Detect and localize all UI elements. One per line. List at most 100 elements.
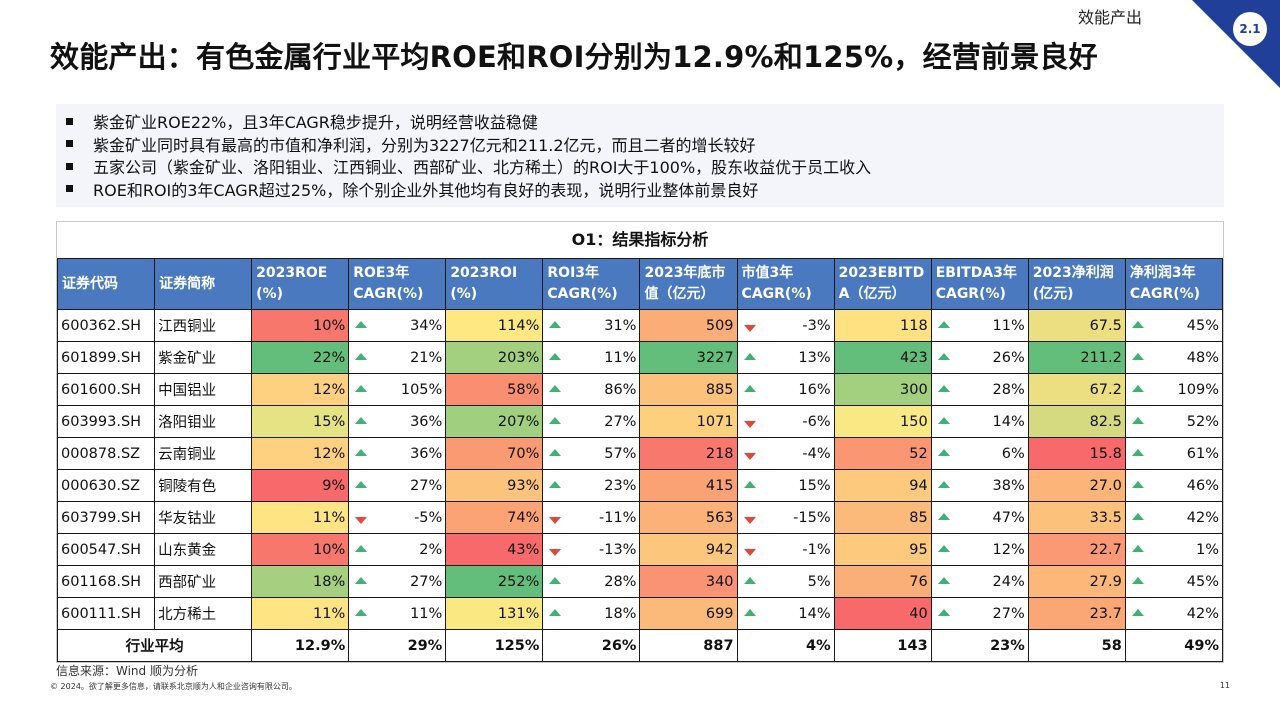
cagr-value: 109%: [1177, 381, 1219, 398]
table-row: 601600.SH 中国铝业 12% 105% 58% 86% 885 16% 300 28% 67…: [56, 373, 1224, 406]
triangle-up-icon: [937, 608, 950, 616]
cagr-value: 21%: [410, 349, 443, 366]
cagr-value: 11%: [604, 349, 637, 366]
cagr-value: 28%: [992, 381, 1025, 398]
table-row: 603993.SH 洛阳钼业 15% 36% 207% 27% 1071 -6% 150 14% 8…: [56, 405, 1224, 438]
ebitda-value-cell: 52: [833, 437, 932, 470]
triangle-up-icon: [549, 480, 562, 488]
security-code-cell: 601168.SH: [56, 565, 156, 598]
np-value-cell: 33.5: [1027, 501, 1126, 534]
mcap-cagr-cell: 14%: [736, 597, 835, 630]
average-label: 行业平均: [56, 629, 253, 662]
triangle-up-icon: [355, 608, 368, 616]
ebitda-cagr-cell: 6%: [930, 437, 1029, 470]
roi-cagr-cell: -11%: [542, 501, 641, 534]
np-value-cell: 67.5: [1027, 309, 1126, 342]
roe-cagr-cell: -5%: [348, 501, 447, 534]
triangle-up-icon: [355, 480, 368, 488]
triangle-up-icon: [355, 448, 368, 456]
column-header: 证券简称: [154, 258, 253, 310]
roi-cagr-cell: 86%: [542, 373, 641, 406]
ebitda-cagr-cell: 11%: [930, 309, 1029, 342]
table-row: 600362.SH 江西铜业 10% 34% 114% 31% 509 -3% 118 11% 67…: [56, 309, 1224, 342]
ebitda-cagr-cell: 14%: [930, 405, 1029, 438]
security-name-cell: 华友钴业: [154, 501, 253, 534]
ebitda-value-cell: 300: [833, 373, 932, 406]
triangle-up-icon: [743, 608, 756, 616]
bullet-text: 五家公司（紫金矿业、洛阳钼业、江西铜业、西部矿业、北方稀土）的ROI大于100%…: [93, 158, 872, 178]
bullet-square-icon: [66, 185, 73, 193]
mcap-value-cell: 340: [639, 565, 738, 598]
mcap-cagr-cell: -1%: [736, 533, 835, 566]
ebitda-cagr-cell: 47%: [930, 501, 1029, 534]
triangle-up-icon: [549, 384, 562, 392]
bullet-square-icon: [66, 162, 73, 170]
roi-cagr-cell: 23%: [542, 469, 641, 502]
np-cagr-cell: 48%: [1124, 341, 1224, 374]
cagr-value: 31%: [604, 317, 637, 334]
security-code-cell: 000630.SZ: [56, 469, 156, 502]
triangle-down-icon: [743, 324, 756, 332]
np-cagr-cell: 42%: [1124, 597, 1224, 630]
average-ebitda-cagr-cell: 23%: [930, 629, 1029, 662]
cagr-value: 36%: [410, 445, 443, 462]
triangle-up-icon: [1131, 480, 1144, 488]
table-title: O1：结果指标分析: [571, 230, 709, 249]
triangle-down-icon: [743, 420, 756, 428]
average-mcap-cell: 887: [639, 629, 738, 662]
cagr-value: 57%: [604, 445, 637, 462]
column-header: EBITDA3年 CAGR(%): [930, 258, 1029, 310]
average-np-cagr-cell: 49%: [1124, 629, 1224, 662]
roi-value-cell: 70%: [445, 437, 544, 470]
roe-value-cell: 11%: [251, 501, 350, 534]
mcap-cagr-cell: -6%: [736, 405, 835, 438]
cagr-value: 27%: [410, 573, 443, 590]
security-code-cell: 600111.SH: [56, 597, 156, 630]
column-header: ROE3年 CAGR(%): [348, 258, 447, 310]
triangle-down-icon: [743, 516, 756, 524]
average-roe-cell: 12.9%: [251, 629, 350, 662]
mcap-cagr-cell: -15%: [736, 501, 835, 534]
roe-cagr-cell: 2%: [348, 533, 447, 566]
roe-cagr-cell: 11%: [348, 597, 447, 630]
cagr-value: -5%: [414, 509, 443, 526]
cagr-value: 47%: [992, 509, 1025, 526]
roi-cagr-cell: 18%: [542, 597, 641, 630]
metrics-table: 证券代码 证券简称 2023ROE (%) ROE3年 CAGR(%) 2023ROI …: [56, 258, 1224, 662]
bullet-text: 紫金矿业同时具有最高的市值和净利润，分别为3227亿元和211.2亿元，而且二者…: [93, 135, 756, 155]
triangle-up-icon: [743, 480, 756, 488]
table-row: 603799.SH 华友钴业 11% -5% 74% -11% 563 -15% 85 47% 33…: [56, 501, 1224, 534]
cagr-value: 12%: [992, 541, 1025, 558]
average-roe-cagr-cell: 29%: [348, 629, 447, 662]
mcap-value-cell: 885: [639, 373, 738, 406]
security-code-cell: 603993.SH: [56, 405, 156, 438]
roi-value-cell: 207%: [445, 405, 544, 438]
bullet-square-icon: [66, 140, 73, 148]
np-cagr-cell: 45%: [1124, 565, 1224, 598]
mcap-cagr-cell: -3%: [736, 309, 835, 342]
cagr-value: 48%: [1186, 349, 1219, 366]
cagr-value: -4%: [802, 445, 831, 462]
triangle-down-icon: [743, 548, 756, 556]
cagr-value: 42%: [1186, 605, 1219, 622]
np-value-cell: 27.0: [1027, 469, 1126, 502]
average-roi-cagr-cell: 26%: [542, 629, 641, 662]
ebitda-value-cell: 150: [833, 405, 932, 438]
triangle-up-icon: [549, 448, 562, 456]
roe-cagr-cell: 105%: [348, 373, 447, 406]
column-header: 2023ROE (%): [251, 258, 350, 310]
ebitda-value-cell: 423: [833, 341, 932, 374]
bullet-square-icon: [66, 117, 73, 125]
table-header-row: 证券代码 证券简称 2023ROE (%) ROE3年 CAGR(%) 2023ROI …: [56, 258, 1224, 310]
cagr-value: -11%: [599, 509, 637, 526]
cagr-value: 46%: [1186, 477, 1219, 494]
roi-cagr-cell: 28%: [542, 565, 641, 598]
roe-cagr-cell: 34%: [348, 309, 447, 342]
security-code-cell: 601600.SH: [56, 373, 156, 406]
triangle-up-icon: [937, 352, 950, 360]
column-header: 2023年底市 值（亿元）: [639, 258, 738, 310]
table-row: 600547.SH 山东黄金 10% 2% 43% -13% 942 -1% 95 12% 22.7…: [56, 533, 1224, 566]
security-name-cell: 江西铜业: [154, 309, 253, 342]
triangle-up-icon: [1131, 448, 1144, 456]
column-header: 市值3年 CAGR(%): [736, 258, 835, 310]
